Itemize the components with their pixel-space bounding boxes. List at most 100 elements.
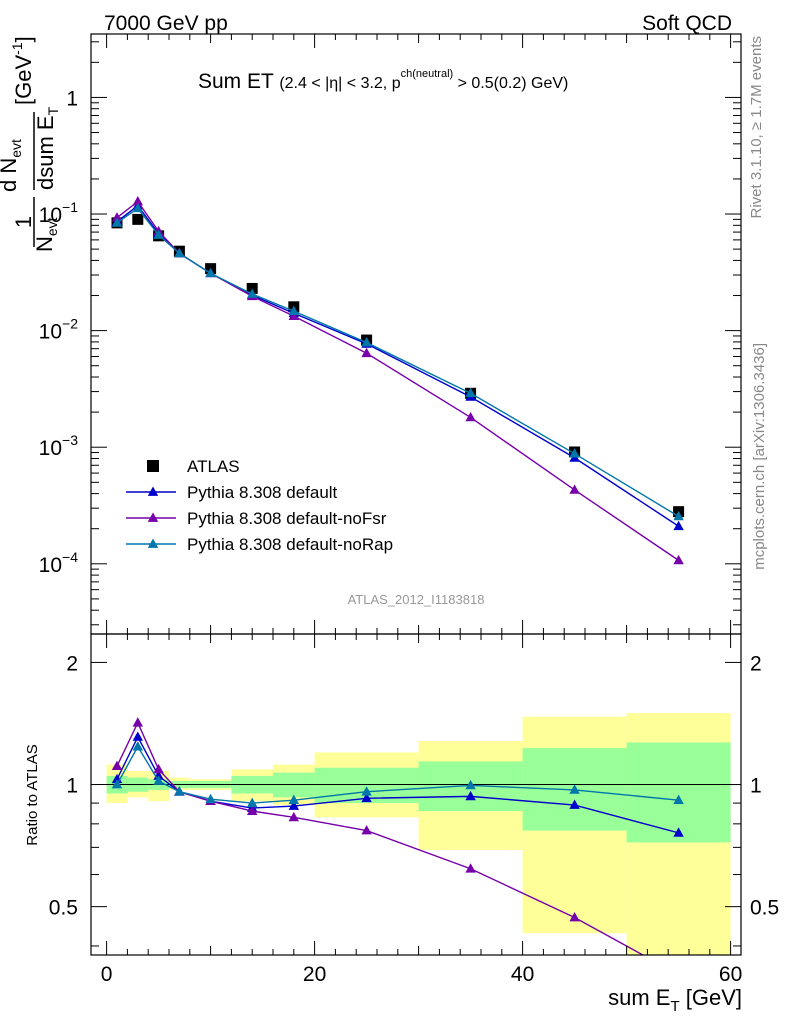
series-2-main-point-6 — [288, 310, 300, 321]
title-sup: ch(neutral) — [401, 68, 454, 80]
series-3-ratio-point-9 — [569, 784, 580, 794]
ratio-ytick-label-left-1: 1 — [66, 775, 78, 798]
ylabel-dn-sub: evt — [8, 139, 24, 158]
xlabel: sum ET [GeV] — [608, 985, 742, 1015]
xlabel-sub: T — [670, 998, 679, 1015]
ylabel-one: 1 — [11, 216, 36, 228]
ratio-ytick-label-left-2: 2 — [66, 652, 78, 675]
series-3-ratio-point-2 — [153, 775, 164, 785]
series-2-ratio-point-5 — [246, 805, 258, 815]
series-1-ratio-point-10 — [673, 827, 684, 837]
main-ytick-label-base-3: 10 — [39, 437, 62, 460]
ratio-uncertainty-bands — [106, 713, 731, 955]
main-ylabel: 1 Nevt d Nevt dsum ET [GeV-1] — [0, 36, 61, 252]
ylabel-dsum-text: dsum E — [33, 115, 58, 190]
ratio-ytick-label-right-0: 0.5 — [750, 897, 779, 920]
header-right: Soft QCD — [642, 12, 732, 35]
series-1-ratio-point-8 — [465, 790, 476, 801]
legend-label-0: ATLAS — [187, 457, 240, 476]
series-1-ratio-point-6 — [288, 800, 300, 810]
series-3-ratio-point-6 — [288, 794, 300, 805]
series-3-ratio-point-5 — [246, 797, 258, 807]
ratio-ytick-label-left-0: 0.5 — [49, 897, 78, 920]
main-ytick-label-2: 10−2 — [39, 316, 79, 344]
ylabel-n-sub: evt — [44, 217, 60, 236]
series-2-main-point-1 — [132, 196, 144, 206]
series-3-ratio-point-4 — [205, 793, 216, 804]
ylabel-n: Nevt — [32, 217, 60, 252]
title-sub: (2.4 < |η| < 3.2, p — [279, 75, 400, 92]
series-3-main-point-7 — [361, 337, 372, 347]
main-ytick-label-1: 10−1 — [39, 199, 79, 227]
series-main-3 — [111, 202, 684, 521]
series-3-main-point-1 — [132, 202, 144, 213]
side-mcplots: mcplots.cern.ch [arXiv:1306.3436] — [751, 343, 768, 570]
ylabel-dn-text: d N — [0, 158, 21, 192]
legend-marker-1 — [147, 486, 159, 496]
series-layer — [111, 196, 685, 955]
series-line-main-1 — [116, 204, 679, 527]
legend-label-2: Pythia 8.308 default-noFsr — [187, 509, 387, 528]
series-3-ratio-point-7 — [361, 786, 372, 796]
series-2-ratio-point-0 — [111, 760, 123, 770]
series-2-ratio-point-1 — [132, 717, 144, 727]
ratio-ytick-label-right-2: 2 — [750, 652, 762, 675]
series-1-main-point-10 — [673, 520, 684, 531]
series-3-main-point-9 — [569, 448, 580, 458]
main-ytick-label-3: 10−3 — [39, 432, 79, 460]
header-left: 7000 GeV pp — [104, 12, 228, 35]
legend-marker-3 — [147, 538, 159, 548]
main-ytick-label-exp-1: −1 — [62, 199, 78, 215]
legend-marker-0 — [147, 460, 159, 472]
series-2-ratio-point-8 — [465, 863, 476, 873]
main-ytick-label-exp-3: −3 — [62, 432, 78, 448]
main-ytick-label-exp-4: −4 — [62, 549, 78, 565]
legend-label-3: Pythia 8.308 default-noRap — [187, 535, 393, 554]
series-2-ratio-point-2 — [153, 763, 164, 774]
ylabel-dsum-sub: T — [45, 106, 61, 115]
side-rivet: Rivet 3.1.10, ≥ 1.7M events — [748, 36, 765, 219]
series-3-main-point-10 — [673, 510, 684, 521]
series-3-ratio-point-8 — [465, 779, 476, 790]
main-ytick-label-exp-2: −2 — [62, 316, 78, 332]
series-3-ratio-point-10 — [673, 794, 684, 805]
atlas-point-1 — [132, 213, 144, 225]
plot-title: Sum ET (2.4 < |η| < 3.2, pch(neutral) > … — [198, 68, 568, 93]
xlabel-text: sum E — [608, 985, 670, 1010]
main-ytick-label-base-4: 10 — [39, 554, 62, 577]
series-3-main-point-0 — [111, 217, 123, 227]
title-main: Sum ET — [198, 70, 274, 93]
series-3-main-point-6 — [288, 305, 300, 315]
ylabel-dn: d Nevt — [0, 139, 24, 192]
series-3-ratio-point-1 — [132, 741, 144, 751]
main-ytick-label-base-0: 1 — [66, 87, 78, 110]
main-ytick-label-base-1: 10 — [39, 204, 62, 227]
title-tail: > 0.5(0.2) GeV) — [453, 75, 568, 92]
series-3-main-point-3 — [174, 247, 185, 258]
series-1-ratio-point-7 — [361, 792, 372, 803]
series-line-main-2 — [116, 200, 679, 561]
series-2-main-point-8 — [465, 411, 476, 422]
analysis-id: ATLAS_2012_I1183818 — [348, 592, 485, 607]
ylabel-unit-sup: -1 — [9, 42, 25, 55]
series-main-1 — [111, 200, 684, 531]
ratio-ytick-label-right-1: 1 — [750, 775, 762, 798]
ylabel-unit-text: [GeV — [11, 55, 36, 105]
axes — [90, 33, 742, 956]
atlas-point-5 — [246, 282, 258, 294]
tick-labels: 110−110−210−310−40.5 0.51 12 20 20 40 60 — [39, 87, 780, 986]
series-2-ratio-point-6 — [288, 811, 300, 822]
ylabel-dsum: dsum ET — [33, 106, 61, 190]
ratio-ylabel: Ratio to ATLAS — [24, 744, 41, 845]
series-2-main-point-9 — [569, 484, 580, 494]
series-3-ratio-point-0 — [111, 779, 123, 789]
series-3-main-point-4 — [205, 267, 216, 278]
ylabel-unit-end: ] — [11, 36, 36, 42]
series-3-ratio-point-3 — [174, 786, 185, 796]
ylabel-n-text: N — [32, 236, 57, 252]
legend: ATLAS Pythia 8.308 default Pythia 8.308 de… — [126, 457, 393, 554]
series-2-ratio-point-7 — [361, 825, 372, 835]
series-2-main-point-0 — [111, 212, 123, 222]
series-ratio-3 — [111, 741, 684, 807]
